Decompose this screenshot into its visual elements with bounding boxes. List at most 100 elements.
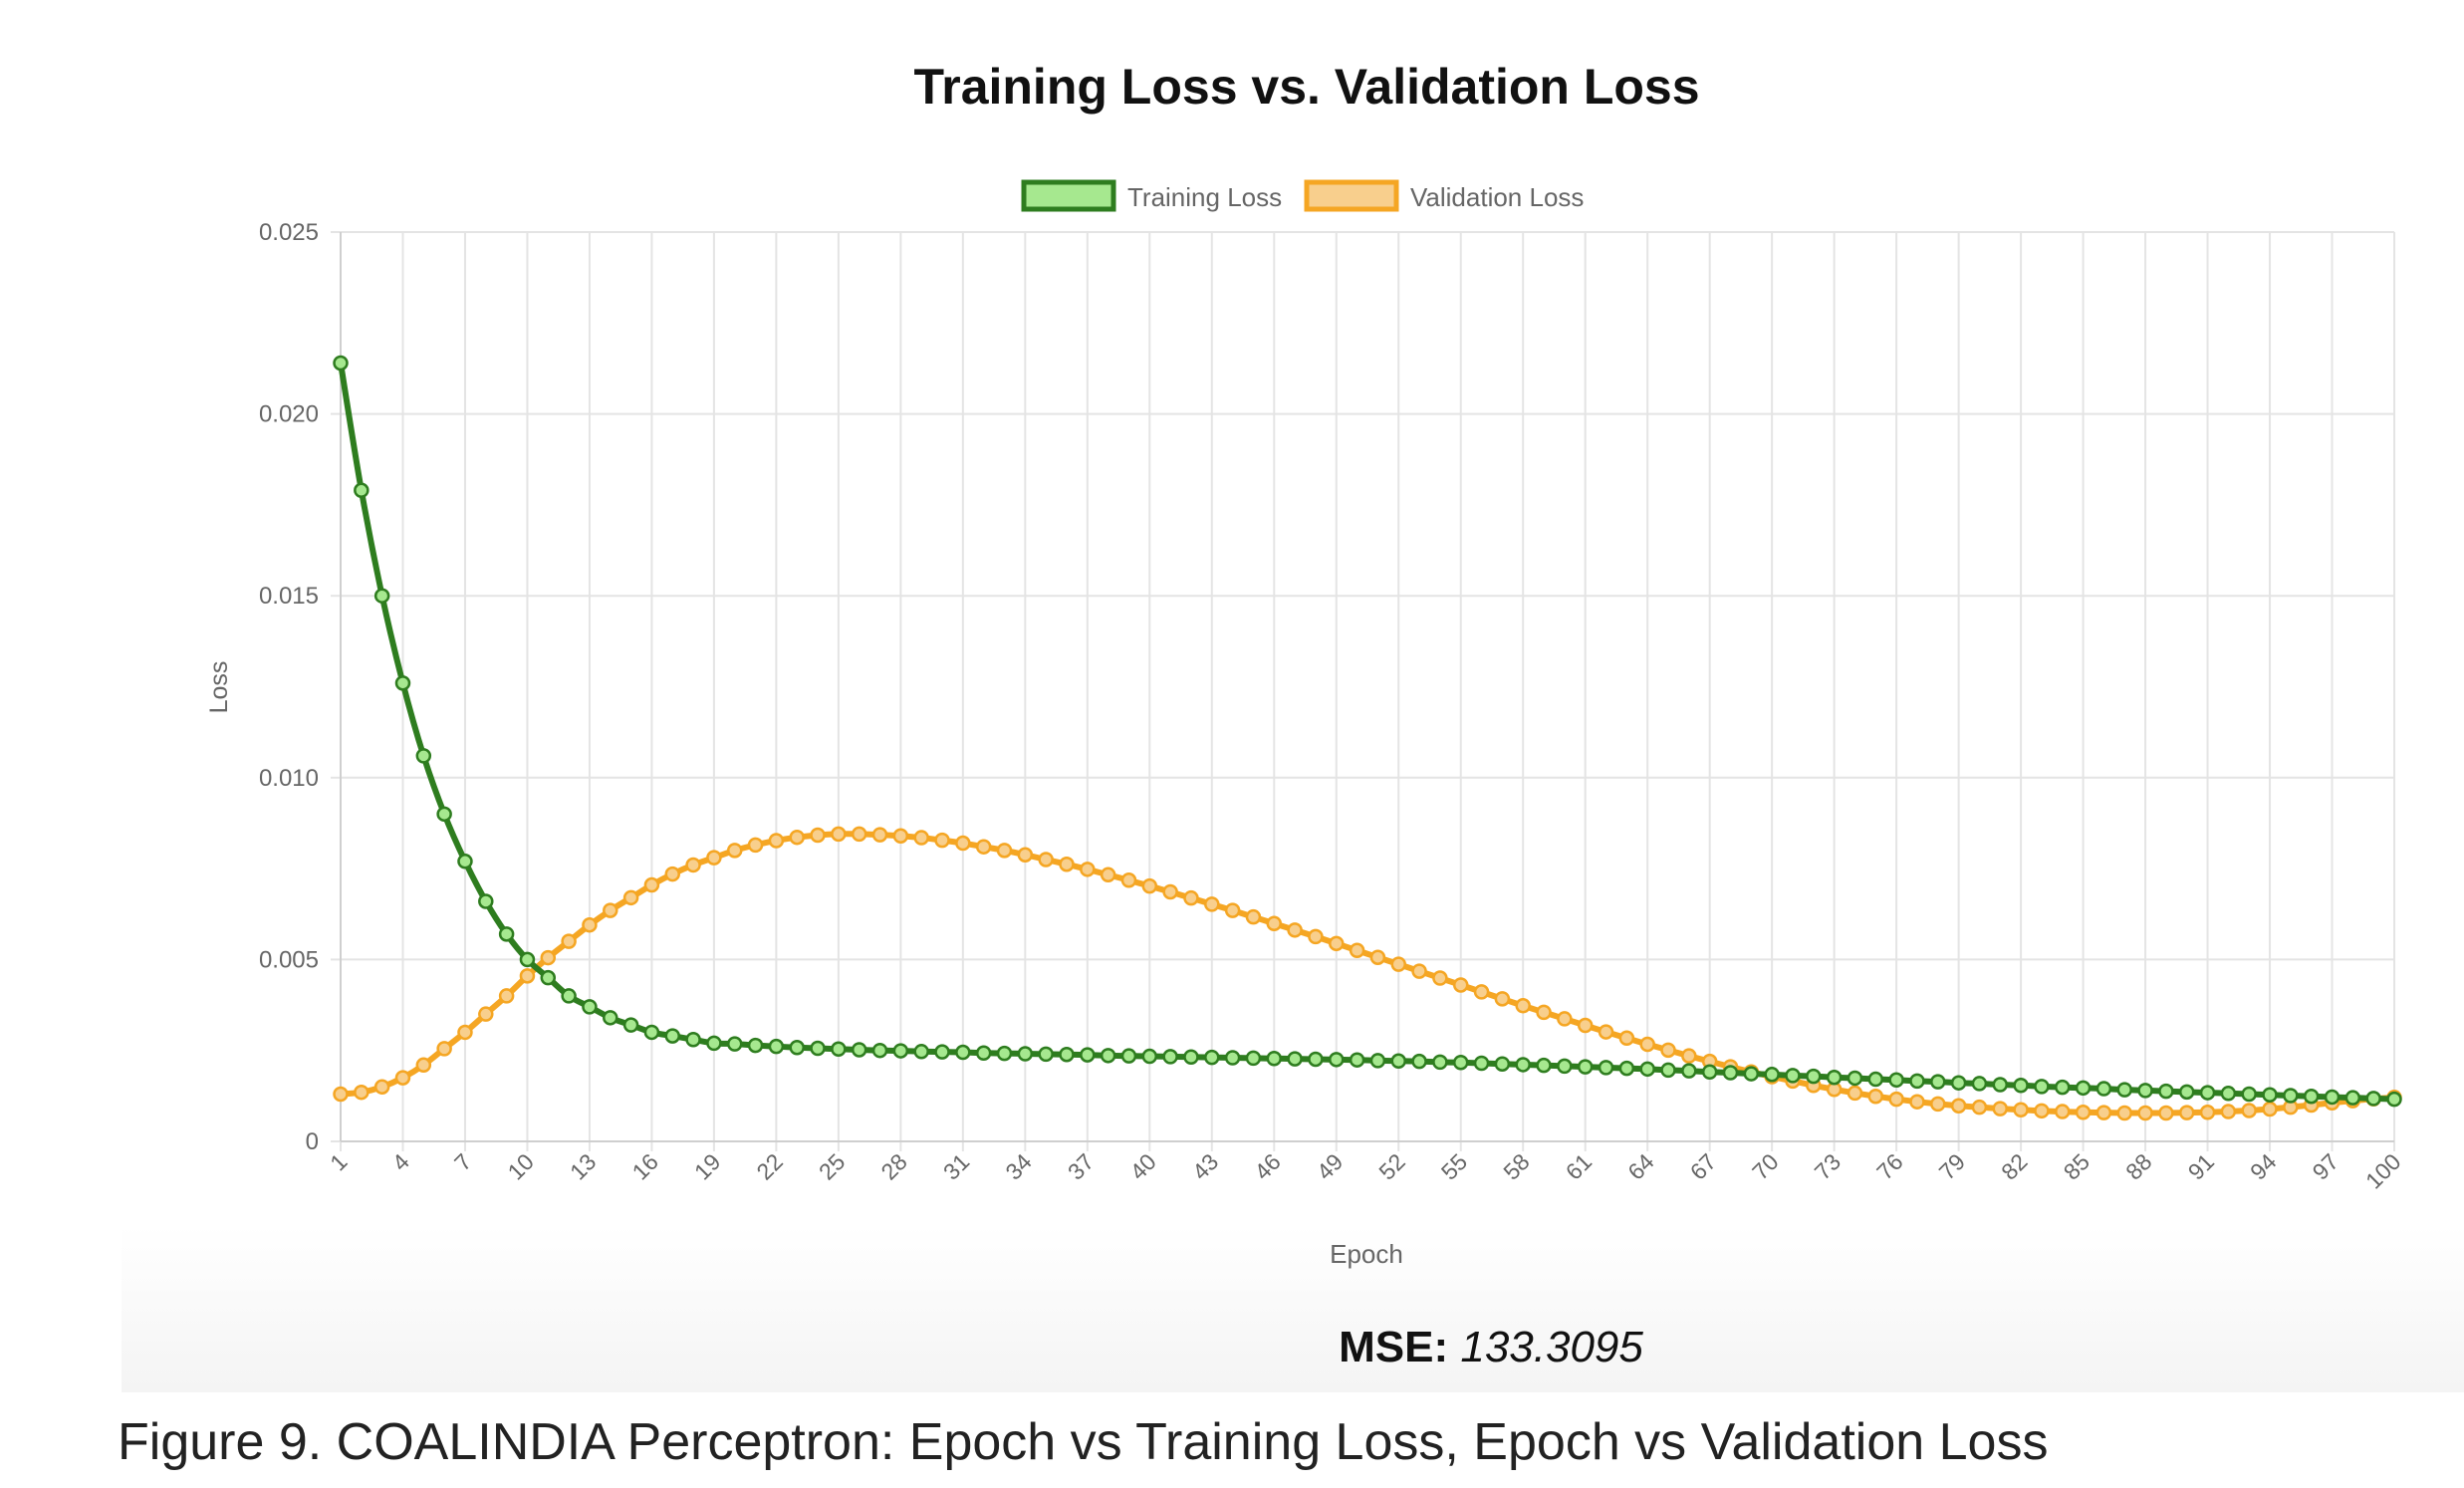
training-loss-point[interactable] — [540, 969, 557, 986]
validation-loss-point[interactable] — [1038, 852, 1054, 868]
validation-loss-point[interactable] — [2054, 1104, 2071, 1119]
training-loss-point[interactable] — [2034, 1079, 2050, 1095]
training-loss-point[interactable] — [913, 1044, 929, 1060]
training-loss-point[interactable] — [768, 1038, 785, 1055]
training-loss-point[interactable] — [1909, 1073, 1925, 1090]
validation-loss-point[interactable] — [436, 1041, 452, 1057]
validation-loss-point[interactable] — [519, 968, 536, 984]
training-loss-point[interactable] — [810, 1040, 826, 1057]
validation-loss-point[interactable] — [1494, 991, 1511, 1007]
validation-loss-point[interactable] — [457, 1024, 473, 1041]
training-loss-point[interactable] — [1764, 1067, 1780, 1083]
validation-loss-point[interactable] — [1515, 998, 1531, 1014]
validation-loss-point[interactable] — [540, 949, 557, 966]
validation-loss-point[interactable] — [1473, 984, 1490, 1000]
validation-loss-point[interactable] — [1266, 915, 1283, 931]
validation-loss-point[interactable] — [1867, 1088, 1884, 1105]
training-loss-point[interactable] — [2054, 1079, 2071, 1096]
training-loss-point[interactable] — [1100, 1048, 1116, 1064]
training-loss-point[interactable] — [1888, 1072, 1904, 1089]
validation-loss-point[interactable] — [1141, 877, 1158, 894]
validation-loss-point[interactable] — [2034, 1103, 2050, 1119]
validation-loss-point[interactable] — [1162, 883, 1178, 900]
validation-loss-point[interactable] — [373, 1079, 390, 1095]
validation-loss-point[interactable] — [1308, 928, 1324, 945]
training-loss-point[interactable] — [934, 1044, 950, 1060]
training-loss-point[interactable] — [1660, 1062, 1676, 1079]
validation-loss-point[interactable] — [789, 829, 805, 846]
validation-loss-point[interactable] — [892, 828, 909, 844]
training-loss-point[interactable] — [789, 1040, 805, 1056]
training-loss-point[interactable] — [1017, 1046, 1034, 1062]
training-loss-point[interactable] — [498, 926, 515, 942]
training-loss-point[interactable] — [1930, 1074, 1946, 1090]
training-loss-point[interactable] — [1515, 1057, 1531, 1073]
training-loss-point[interactable] — [1722, 1065, 1739, 1081]
training-loss-point[interactable] — [1618, 1060, 1635, 1077]
training-loss-point[interactable] — [1329, 1052, 1345, 1068]
training-loss-point[interactable] — [1473, 1055, 1490, 1072]
validation-loss-point[interactable] — [2095, 1105, 2112, 1120]
validation-loss-point[interactable] — [603, 902, 618, 918]
validation-loss-point[interactable] — [955, 835, 971, 852]
training-loss-point[interactable] — [1971, 1076, 1988, 1092]
validation-loss-point[interactable] — [1100, 867, 1116, 883]
training-loss-point[interactable] — [1847, 1070, 1863, 1087]
training-loss-point[interactable] — [1183, 1049, 1199, 1066]
validation-loss-point[interactable] — [831, 826, 847, 843]
legend-item-training[interactable]: Training Loss — [1021, 179, 1282, 212]
training-loss-point[interactable] — [2303, 1088, 2320, 1105]
validation-loss-point[interactable] — [561, 933, 577, 949]
training-loss-point[interactable] — [1536, 1057, 1552, 1074]
validation-loss-point[interactable] — [1183, 889, 1199, 906]
training-loss-point[interactable] — [2158, 1083, 2174, 1100]
training-loss-point[interactable] — [1349, 1052, 1365, 1068]
validation-loss-point[interactable] — [1930, 1096, 1946, 1113]
training-loss-point[interactable] — [457, 854, 473, 869]
training-loss-point[interactable] — [2220, 1086, 2237, 1102]
training-loss-point[interactable] — [664, 1028, 681, 1044]
training-loss-point[interactable] — [2283, 1088, 2299, 1104]
training-loss-point[interactable] — [1598, 1060, 1614, 1076]
training-loss-point[interactable] — [519, 951, 536, 968]
validation-loss-point[interactable] — [1204, 896, 1220, 912]
training-loss-point[interactable] — [1287, 1051, 1303, 1067]
validation-loss-point[interactable] — [2075, 1105, 2092, 1120]
validation-loss-point[interactable] — [2199, 1105, 2216, 1120]
training-loss-point[interactable] — [394, 675, 411, 691]
validation-loss-point[interactable] — [1536, 1004, 1552, 1021]
validation-loss-point[interactable] — [1329, 935, 1345, 952]
training-loss-point[interactable] — [685, 1031, 701, 1048]
training-loss-point[interactable] — [1701, 1064, 1718, 1080]
training-loss-point[interactable] — [561, 988, 577, 1004]
training-loss-point[interactable] — [2178, 1084, 2195, 1101]
validation-loss-point[interactable] — [913, 830, 929, 846]
validation-loss-point[interactable] — [1411, 963, 1427, 979]
validation-loss-point[interactable] — [1577, 1017, 1594, 1034]
training-loss-point[interactable] — [1639, 1061, 1655, 1078]
validation-loss-point[interactable] — [354, 1084, 370, 1101]
training-loss-point[interactable] — [1245, 1050, 1262, 1067]
training-loss-point[interactable] — [2262, 1087, 2278, 1104]
validation-loss-point[interactable] — [1349, 942, 1365, 959]
training-loss-point[interactable] — [871, 1042, 888, 1059]
training-loss-point[interactable] — [706, 1035, 722, 1052]
validation-loss-point[interactable] — [1971, 1099, 1988, 1116]
training-loss-point[interactable] — [603, 1010, 618, 1026]
training-loss-point[interactable] — [1785, 1068, 1801, 1084]
validation-loss-point[interactable] — [851, 826, 867, 843]
validation-loss-point[interactable] — [1017, 847, 1034, 863]
training-loss-point[interactable] — [1038, 1046, 1054, 1063]
training-loss-point[interactable] — [2324, 1089, 2341, 1106]
validation-loss-point[interactable] — [1287, 922, 1303, 938]
training-loss-point[interactable] — [726, 1036, 743, 1052]
training-loss-point[interactable] — [1141, 1048, 1158, 1065]
training-loss-point[interactable] — [1950, 1075, 1967, 1091]
training-loss-point[interactable] — [955, 1044, 971, 1061]
training-loss-point[interactable] — [996, 1045, 1013, 1062]
validation-loss-point[interactable] — [2137, 1105, 2153, 1121]
validation-loss-point[interactable] — [1598, 1024, 1614, 1040]
validation-loss-point[interactable] — [2241, 1103, 2257, 1118]
training-loss-point[interactable] — [1826, 1069, 1843, 1086]
validation-loss-point[interactable] — [415, 1057, 432, 1074]
